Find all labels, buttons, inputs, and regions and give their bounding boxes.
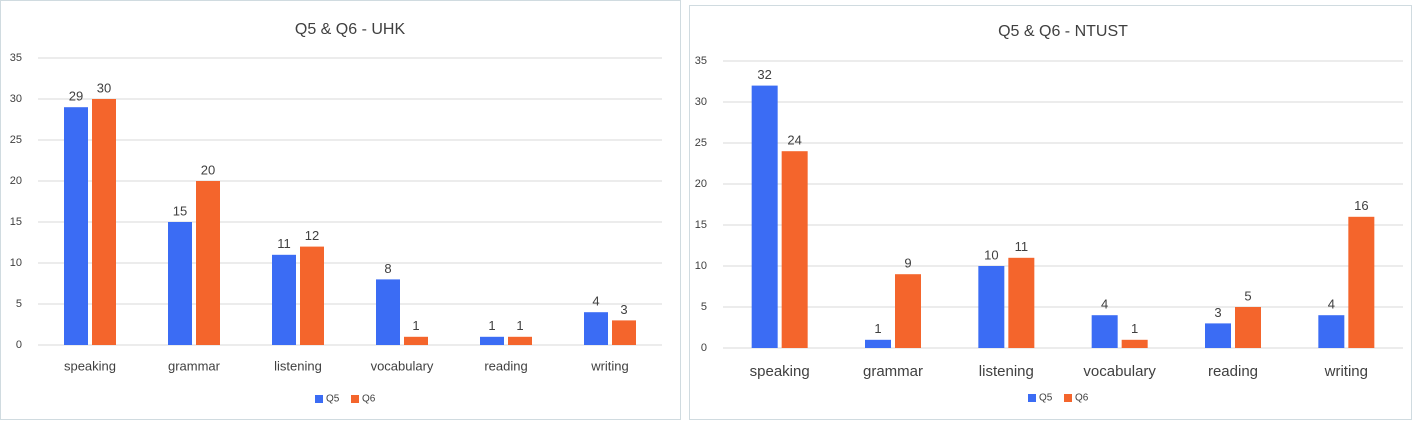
value-label: 10 bbox=[984, 247, 998, 262]
x-tick-label: grammar bbox=[168, 358, 221, 373]
x-tick-label: listening bbox=[979, 363, 1034, 380]
legend-label: Q5 bbox=[326, 394, 340, 405]
legend-swatch bbox=[1028, 394, 1036, 402]
y-tick-label: 0 bbox=[701, 342, 707, 354]
bar bbox=[612, 320, 636, 345]
bar bbox=[1348, 216, 1375, 348]
value-label: 3 bbox=[1214, 305, 1221, 320]
bar bbox=[1091, 315, 1118, 348]
legend-label: Q6 bbox=[362, 394, 376, 405]
bar bbox=[751, 85, 778, 348]
bar bbox=[272, 254, 296, 345]
bar bbox=[865, 339, 891, 348]
y-tick-label: 20 bbox=[10, 175, 22, 187]
value-label: 32 bbox=[757, 67, 771, 82]
bar bbox=[404, 336, 428, 345]
legend-label: Q6 bbox=[1075, 393, 1089, 404]
y-tick-label: 30 bbox=[695, 96, 707, 108]
x-tick-label: reading bbox=[1208, 363, 1258, 380]
value-label: 15 bbox=[173, 203, 187, 218]
value-label: 3 bbox=[620, 302, 627, 317]
bar bbox=[1235, 307, 1261, 348]
value-label: 1 bbox=[412, 318, 419, 333]
value-label: 16 bbox=[1354, 198, 1368, 213]
chart-title: Q5 & Q6 - UHK bbox=[295, 21, 406, 38]
value-label: 29 bbox=[69, 89, 83, 104]
legend-label: Q5 bbox=[1039, 393, 1053, 404]
y-tick-label: 15 bbox=[10, 216, 22, 228]
legend-swatch bbox=[1064, 394, 1072, 402]
y-tick-label: 20 bbox=[695, 178, 707, 190]
y-tick-label: 10 bbox=[10, 257, 22, 269]
y-tick-label: 10 bbox=[695, 260, 707, 272]
bar bbox=[781, 151, 808, 348]
y-tick-label: 30 bbox=[10, 93, 22, 105]
x-tick-label: speaking bbox=[64, 358, 116, 373]
bar bbox=[1318, 315, 1345, 348]
value-label: 1 bbox=[488, 318, 495, 333]
bar bbox=[300, 246, 324, 345]
bar bbox=[978, 266, 1005, 348]
bar bbox=[64, 107, 88, 345]
value-label: 30 bbox=[97, 80, 111, 95]
value-label: 1 bbox=[1131, 321, 1138, 336]
x-tick-label: grammar bbox=[863, 363, 923, 380]
value-label: 9 bbox=[904, 256, 911, 271]
value-label: 1 bbox=[516, 318, 523, 333]
legend-swatch bbox=[315, 395, 323, 403]
value-label: 8 bbox=[384, 261, 391, 276]
value-label: 11 bbox=[1015, 239, 1029, 254]
x-tick-label: vocabulary bbox=[371, 358, 434, 373]
x-tick-label: vocabulary bbox=[1083, 363, 1156, 380]
value-label: 11 bbox=[277, 236, 291, 251]
bar bbox=[196, 181, 220, 345]
value-label: 20 bbox=[201, 162, 215, 177]
bar bbox=[480, 336, 504, 345]
bar bbox=[1008, 257, 1035, 348]
legend-swatch bbox=[351, 395, 359, 403]
value-label: 5 bbox=[1244, 288, 1251, 303]
y-tick-label: 0 bbox=[16, 339, 22, 351]
value-label: 1 bbox=[874, 321, 881, 336]
value-label: 24 bbox=[787, 133, 801, 148]
bar bbox=[508, 336, 532, 345]
bar bbox=[168, 222, 192, 345]
bar bbox=[376, 279, 400, 345]
y-tick-label: 25 bbox=[695, 137, 707, 149]
y-tick-label: 5 bbox=[16, 298, 22, 310]
value-label: 12 bbox=[305, 228, 319, 243]
y-tick-label: 35 bbox=[10, 52, 22, 64]
y-tick-label: 5 bbox=[701, 301, 707, 313]
panel bbox=[689, 5, 1412, 420]
x-tick-label: listening bbox=[274, 358, 322, 373]
y-tick-label: 15 bbox=[695, 219, 707, 231]
x-tick-label: writing bbox=[590, 358, 629, 373]
y-tick-label: 35 bbox=[695, 55, 707, 67]
bar bbox=[1121, 339, 1148, 348]
x-tick-label: reading bbox=[484, 358, 527, 373]
y-tick-label: 25 bbox=[10, 134, 22, 146]
value-label: 4 bbox=[1328, 297, 1335, 312]
bar bbox=[895, 274, 921, 348]
chart-title: Q5 & Q6 - NTUST bbox=[998, 23, 1128, 40]
x-tick-label: speaking bbox=[750, 363, 810, 380]
value-label: 4 bbox=[1101, 297, 1108, 312]
bar bbox=[92, 99, 116, 345]
x-tick-label: writing bbox=[1324, 363, 1368, 380]
bar bbox=[1205, 323, 1231, 348]
bar bbox=[584, 312, 608, 345]
value-label: 4 bbox=[592, 294, 599, 309]
